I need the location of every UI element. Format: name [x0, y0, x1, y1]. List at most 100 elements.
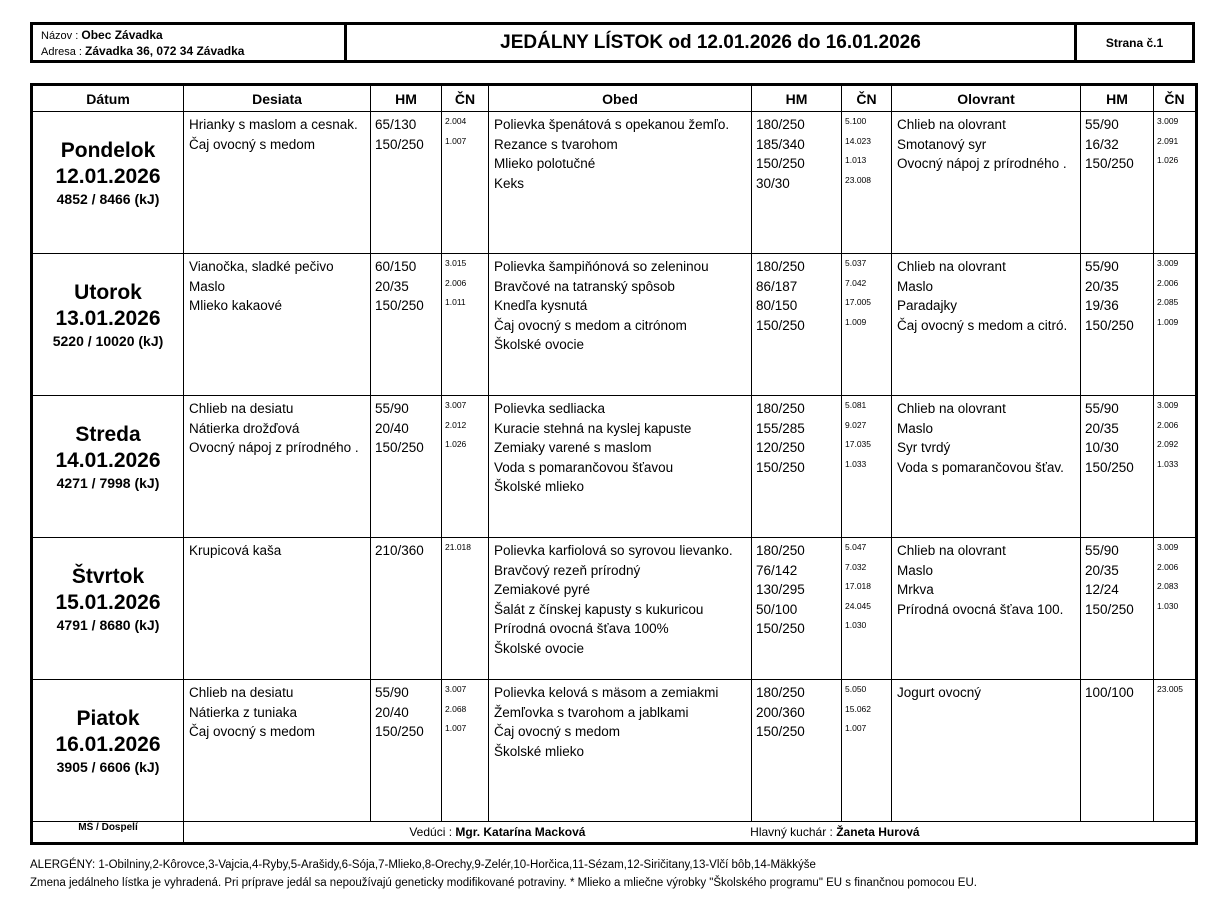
hm-value: 150/250 — [756, 156, 805, 171]
page-title: JEDÁLNY LÍSTOK od 12.01.2026 do 16.01.20… — [347, 22, 1077, 63]
hm-value: 200/360 — [756, 704, 805, 720]
hm-value: 150/250 — [1085, 156, 1134, 171]
date-cell: Utorok 13.01.2026 5220 / 10020 (kJ) — [31, 253, 184, 396]
dish-name: Syr tvrdý — [897, 440, 951, 455]
olovrant-cn-cell: 23.005 — [1153, 679, 1197, 822]
col-header-datum: Dátum — [31, 84, 184, 112]
day-row-štvrtok: Štvrtok 15.01.2026 4791 / 8680 (kJ) Krupico… — [31, 537, 1197, 680]
cn-value: 23.005 — [1157, 684, 1183, 694]
desiata-cn-cell: 3.007 2.068 1.007 — [441, 679, 489, 822]
desiata-cn-cell: 3.007 2.012 1.026 — [441, 395, 489, 538]
chef-label: Hlavný kuchár : — [750, 825, 833, 839]
date-cell: Pondelok 12.01.2026 4852 / 8466 (kJ) — [31, 111, 184, 254]
hm-value: 30/30 — [756, 175, 790, 191]
cn-value: 1.011 — [445, 297, 466, 307]
hm-value: 50/100 — [756, 601, 798, 617]
cn-value: 3.009 — [1157, 258, 1179, 268]
col-header-cn-2: ČN — [841, 84, 892, 112]
cn-value: 2.006 — [1157, 561, 1179, 572]
hm-value: 19/36 — [1085, 298, 1119, 313]
cn-value: 1.030 — [845, 620, 867, 630]
desiata-dishes-cell: Chlieb na desiatu Nátierka drožďová Ovocný… — [183, 395, 371, 538]
desiata-hm-cell: 210/360 — [370, 537, 442, 680]
notes-block: ALERGÉNY: 1-Obilniny,2-Kôrovce,3-Vajcia,… — [30, 856, 1230, 892]
org-address-label: Adresa : — [41, 46, 82, 58]
day-energy: 4852 / 8466 (kJ) — [56, 191, 160, 207]
olovrant-hm-cell: 55/90 20/35 10/30 150/250 — [1080, 395, 1154, 538]
cn-value: 1.007 — [445, 135, 467, 146]
dish-name: Keks — [494, 175, 525, 191]
date-cell: Štvrtok 15.01.2026 4791 / 8680 (kJ) — [31, 537, 184, 680]
hm-value: 80/150 — [756, 298, 798, 313]
dish-name: Krupicová kaša — [189, 543, 282, 558]
dish-name: Mlieko polotučné — [494, 156, 596, 171]
dish-name: Vianočka, sladké pečivo — [189, 259, 334, 274]
org-name-value: Obec Závadka — [81, 28, 163, 42]
col-header-olovrant: Olovrant — [891, 84, 1081, 112]
cn-value: 1.009 — [845, 316, 867, 327]
hm-value — [756, 477, 839, 497]
cn-value — [845, 478, 890, 498]
hm-value: 150/250 — [756, 459, 805, 475]
hm-value: 12/24 — [1085, 582, 1119, 597]
page-number: Strana č.1 — [1077, 22, 1195, 63]
hm-value: 55/90 — [1085, 117, 1119, 132]
cn-value: 21.018 — [445, 542, 471, 552]
olovrant-dishes-cell: Chlieb na olovrant Maslo Syr tvrdý Voda s p… — [891, 395, 1081, 538]
chef-line: Hlavný kuchár : Žaneta Hurová — [750, 825, 919, 839]
hm-value: 150/250 — [756, 621, 805, 636]
obed-dishes-cell: Polievka špenátová s opekanou žemľo. Reza… — [488, 111, 752, 254]
cn-value: 15.062 — [845, 703, 871, 714]
org-name-line: Názov : Obec Závadka — [41, 28, 344, 44]
col-header-desiata: Desiata — [183, 84, 371, 112]
col-header-hm-1: HM — [370, 84, 442, 112]
dish-name: Čaj ovocný s medom — [494, 724, 621, 739]
day-date: 13.01.2026 — [55, 307, 161, 330]
allergens-note: ALERGÉNY: 1-Obilniny,2-Kôrovce,3-Vajcia,… — [30, 859, 816, 871]
cn-value: 17.018 — [845, 581, 871, 591]
obed-hm-cell: 180/250 155/285 120/250 150/250 — [751, 395, 842, 538]
desiata-hm-cell: 60/150 20/35 150/250 — [370, 253, 442, 396]
dish-name: Mrkva — [897, 582, 934, 597]
dish-name: Bravčový rezeň prírodný — [494, 562, 641, 578]
desiata-cn-cell: 3.015 2.006 1.011 — [441, 253, 489, 396]
hm-value: 20/40 — [375, 704, 409, 720]
dish-name: Voda s pomarančovou šťav. — [897, 459, 1064, 475]
col-header-hm-3: HM — [1080, 84, 1154, 112]
dish-name: Chlieb na olovrant — [897, 117, 1006, 132]
olovrant-dishes-cell: Chlieb na olovrant Maslo Mrkva Prírodná ovo… — [891, 537, 1081, 680]
hm-value: 20/35 — [1085, 420, 1119, 436]
hm-value: 10/30 — [1085, 440, 1119, 455]
cn-value: 1.009 — [1157, 316, 1179, 327]
day-row-piatok: Piatok 16.01.2026 3905 / 6606 (kJ) Chlieb n… — [31, 679, 1197, 822]
cn-value: 1.030 — [1157, 600, 1179, 611]
hm-value — [756, 742, 839, 762]
dish-name: Školské mlieko — [494, 743, 585, 759]
cn-value: 17.005 — [845, 297, 871, 307]
dish-name: Kuracie stehná na kyslej kapuste — [494, 420, 692, 436]
hm-value: 86/187 — [756, 278, 798, 294]
dish-name: Maslo — [897, 278, 934, 294]
hm-value: 120/250 — [756, 440, 805, 455]
desiata-dishes-cell: Chlieb na desiatu Nátierka z tuniaka Čaj o… — [183, 679, 371, 822]
hm-value: 150/250 — [756, 317, 805, 333]
disclaimer-note: Zmena jedálneho lístka je vyhradená. Pri… — [30, 877, 977, 889]
dish-name: Chlieb na olovrant — [897, 401, 1006, 416]
dish-name: Čaj ovocný s medom — [189, 724, 316, 739]
cn-value: 1.033 — [845, 458, 867, 469]
manager-name: Mgr. Katarína Macková — [455, 825, 586, 839]
diner-type-label: MŠ / Dospelí — [31, 821, 184, 844]
desiata-hm-cell: 55/90 20/40 150/250 — [370, 395, 442, 538]
dish-name: Maslo — [897, 420, 934, 436]
hm-value: 185/340 — [756, 136, 805, 152]
hm-value: 55/90 — [1085, 401, 1119, 416]
olovrant-dishes-cell: Chlieb na olovrant Smotanový syr Ovocný ná… — [891, 111, 1081, 254]
olovrant-cn-cell: 3.009 2.006 2.083 1.030 — [1153, 537, 1197, 680]
hm-value: 55/90 — [375, 401, 409, 416]
date-cell: Piatok 16.01.2026 3905 / 6606 (kJ) — [31, 679, 184, 822]
hm-value: 55/90 — [375, 685, 409, 700]
hm-value: 150/250 — [756, 724, 805, 739]
hm-value: 150/250 — [1085, 601, 1134, 617]
cn-value: 3.015 — [445, 258, 467, 268]
cn-value: 2.006 — [1157, 277, 1179, 288]
